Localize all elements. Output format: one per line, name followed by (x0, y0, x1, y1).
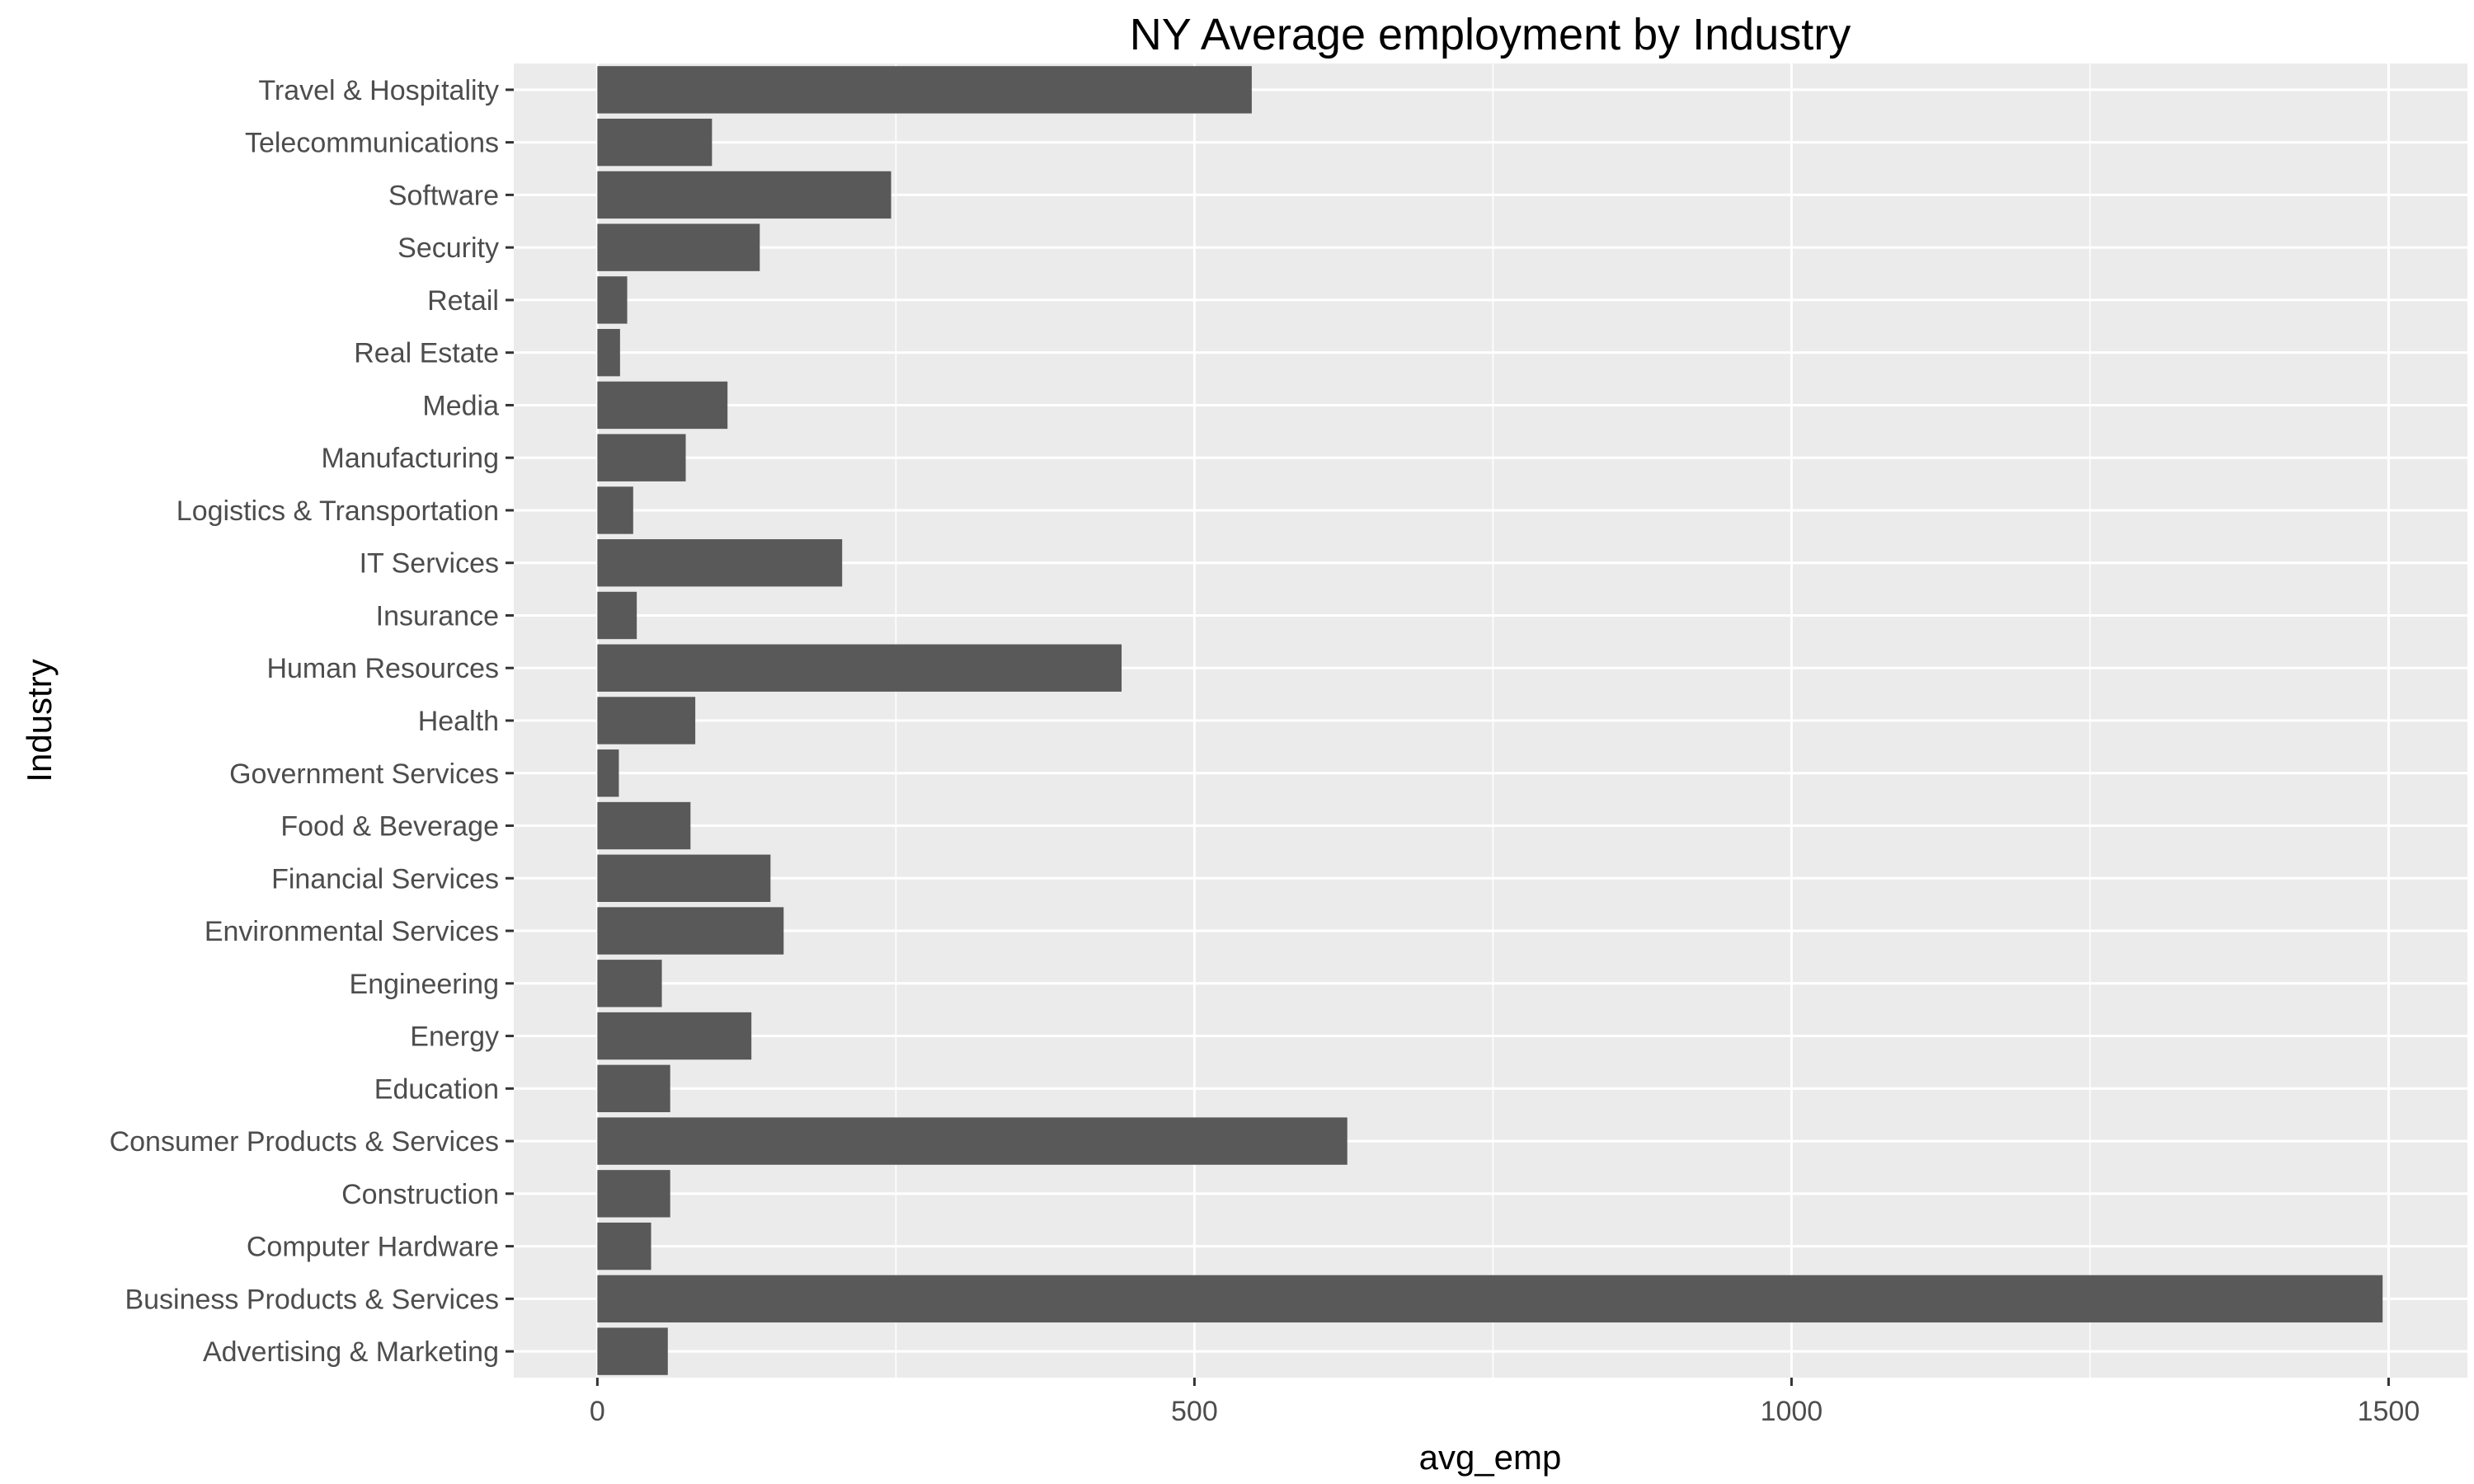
y-tick-label: Security (397, 232, 499, 264)
x-axis-title: avg_emp (1419, 1438, 1562, 1477)
y-axis: Advertising & Marketing Business Products… (110, 75, 514, 1368)
bar (597, 644, 1122, 692)
chart-title: NY Average employment by Industry (1130, 10, 1851, 59)
bar (597, 1170, 670, 1218)
y-tick-label: Software (388, 180, 499, 211)
bar (597, 697, 696, 744)
bar (597, 276, 628, 324)
bar (597, 118, 713, 167)
bar (597, 1327, 668, 1375)
bar (597, 486, 633, 534)
bar (597, 171, 891, 219)
y-tick-label: Business Products & Services (125, 1284, 499, 1315)
bar (597, 1012, 752, 1060)
y-tick-label: Real Estate (354, 338, 499, 369)
bar (597, 1275, 2383, 1323)
y-tick-label: Financial Services (271, 863, 499, 895)
bar (597, 539, 843, 587)
bar (597, 749, 619, 797)
bar (597, 801, 691, 850)
y-tick-label: Media (422, 390, 499, 421)
y-tick-label: Health (418, 706, 499, 737)
x-tick-label: 1500 (2358, 1396, 2420, 1427)
x-tick-label: 500 (1171, 1396, 1218, 1427)
x-tick-label: 0 (590, 1396, 605, 1427)
bar (597, 854, 771, 902)
bar (597, 1064, 670, 1113)
bar (597, 960, 662, 1007)
x-axis: 0 500 1000 1500 (590, 1378, 2420, 1427)
y-tick-label: Consumer Products & Services (110, 1126, 499, 1158)
bar (597, 66, 1252, 114)
y-tick-label: Insurance (376, 600, 499, 632)
y-tick-label: Engineering (350, 969, 499, 1000)
bar (597, 434, 686, 481)
y-tick-label: Energy (410, 1021, 499, 1053)
y-tick-label: Environmental Services (205, 916, 499, 947)
bar (597, 591, 637, 640)
y-tick-label: IT Services (360, 548, 499, 580)
y-tick-label: Advertising & Marketing (203, 1336, 499, 1368)
y-tick-label: Construction (341, 1179, 499, 1210)
y-tick-label: Travel & Hospitality (258, 75, 499, 106)
y-tick-label: Retail (427, 285, 499, 317)
x-tick-label: 1000 (1761, 1396, 1823, 1427)
y-tick-label: Telecommunications (245, 128, 499, 159)
bar (597, 1222, 651, 1270)
y-tick-label: Government Services (229, 758, 499, 790)
y-tick-label: Food & Beverage (280, 811, 499, 843)
y-tick-label: Manufacturing (322, 443, 499, 474)
bar (597, 1117, 1348, 1165)
bars-group (597, 66, 2383, 1375)
y-tick-label: Logistics & Transportation (176, 495, 499, 527)
bar (597, 328, 620, 377)
y-tick-label: Education (374, 1073, 499, 1105)
bar (597, 381, 728, 430)
bar (597, 907, 784, 955)
y-axis-title: Industry (20, 659, 59, 782)
bar (597, 223, 760, 271)
y-tick-label: Computer Hardware (247, 1232, 499, 1263)
y-tick-label: Human Resources (266, 653, 499, 684)
